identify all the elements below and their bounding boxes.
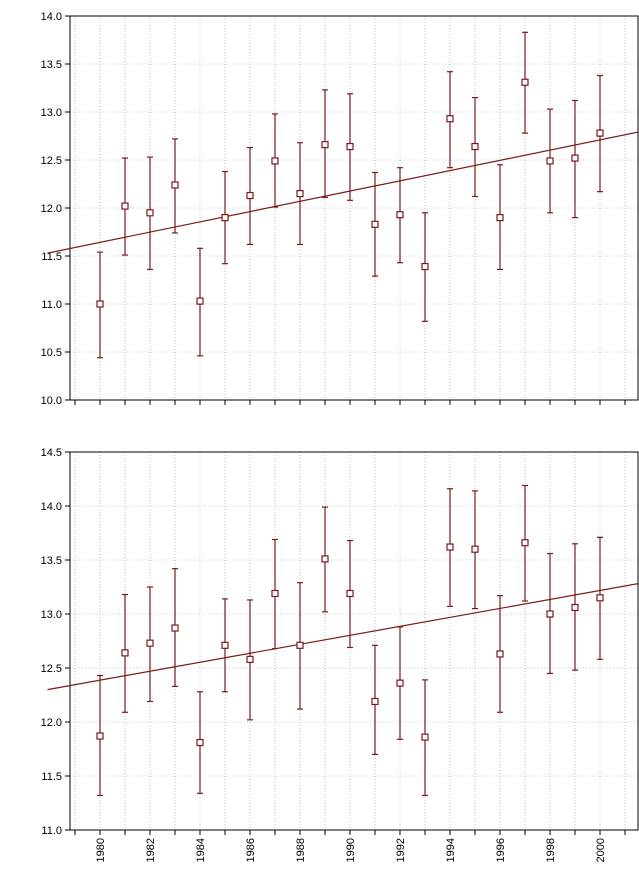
data-point [96, 300, 104, 308]
chart-bottom: 11.0 11.5 12.0 12.5 13.0 13.5 14.0 14.5 1980 1982… [41, 447, 639, 862]
x-tick-label: 1998 [545, 838, 557, 862]
data-point [446, 115, 454, 123]
data-point [121, 202, 129, 210]
y-tick-label: 11.5 [41, 771, 62, 783]
y-tick-label: 12.5 [41, 663, 62, 675]
y-tick-label: 13.5 [41, 59, 62, 71]
data-point [221, 641, 229, 649]
data-point [521, 78, 529, 86]
data-point [271, 589, 279, 598]
x-tick-label: 1988 [295, 838, 307, 862]
data-point [96, 732, 104, 740]
plot-frame [69, 451, 639, 831]
x-tick-label: 1980 [95, 838, 107, 862]
plot-frame [69, 15, 639, 401]
y-tick-label: 10.5 [41, 347, 62, 359]
data-point [196, 297, 204, 305]
y-tick-label: 12.5 [41, 155, 62, 167]
data-point [571, 154, 579, 162]
data-point [471, 142, 479, 151]
y-tick-label: 12.0 [41, 717, 62, 729]
y-tick-label: 12.0 [41, 203, 62, 215]
x-tick-label: 1990 [345, 838, 357, 862]
data-point [371, 697, 379, 706]
y-tick-label: 11.0 [41, 299, 62, 311]
x-tick-label: 2000 [595, 838, 607, 862]
data-point [171, 181, 179, 189]
x-tick-label: 1986 [245, 838, 257, 862]
y-tick-label: 13.5 [41, 555, 62, 567]
data-point [346, 142, 354, 151]
y-tick-label: 13.0 [41, 609, 62, 621]
data-point [221, 214, 229, 222]
data-point [146, 209, 154, 217]
data-point [171, 624, 179, 632]
data-point [271, 157, 279, 165]
data-point [571, 603, 579, 612]
data-point [346, 589, 354, 598]
data-point [446, 543, 454, 551]
data-point [396, 679, 404, 687]
y-tick-label: 11.5 [41, 251, 62, 263]
x-tick-label: 1992 [395, 838, 407, 862]
y-tick-label: 14.5 [41, 447, 62, 459]
y-tick-label: 10.0 [41, 395, 62, 407]
data-point [596, 129, 604, 137]
data-point [546, 157, 554, 165]
y-tick-label: 14.0 [41, 11, 62, 23]
data-point [496, 214, 504, 222]
data-point [521, 539, 529, 547]
x-tick-label: 1982 [145, 838, 157, 862]
data-point [496, 650, 504, 658]
y-tick-label: 14.0 [41, 501, 62, 513]
x-tick-label: 1996 [495, 838, 507, 862]
data-point [246, 655, 254, 663]
data-point [296, 190, 304, 198]
data-point [146, 639, 154, 647]
data-point [421, 733, 429, 741]
x-tick-label: 1994 [445, 838, 457, 862]
data-point [371, 220, 379, 228]
data-point [546, 610, 554, 618]
data-point [596, 594, 604, 602]
y-tick-label: 11.0 [41, 825, 62, 837]
trend-line [47, 131, 638, 254]
data-point [396, 211, 404, 219]
y-tick-label: 13.0 [41, 107, 62, 119]
data-point [246, 191, 254, 200]
x-tick-label: 1984 [195, 838, 207, 862]
data-point [196, 738, 204, 747]
data-point [321, 141, 329, 149]
data-point [421, 262, 429, 271]
chart-top: 10.0 10.5 11.0 11.5 12.0 12.5 13.0 13.5 14.0 [41, 11, 639, 407]
data-point [321, 555, 329, 563]
data-point [121, 649, 129, 657]
trend-line [47, 583, 638, 691]
data-point [296, 641, 304, 649]
data-point [471, 545, 479, 553]
